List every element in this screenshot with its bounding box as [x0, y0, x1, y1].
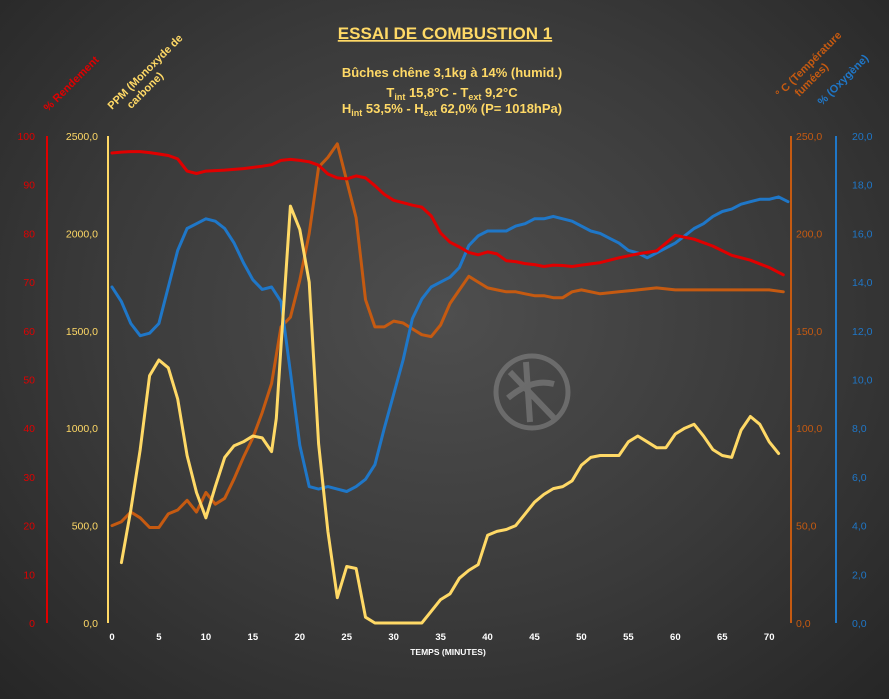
rendement-tick-label: 30 — [23, 472, 35, 484]
rendement-tick-label: 50 — [23, 375, 35, 387]
co-tick-label: 2000,0 — [66, 228, 98, 240]
o2-tick-label: 12,0 — [852, 326, 873, 338]
co-series-line — [119, 204, 781, 625]
axes-layer: 01020304050607080901000,0500,01000,01500… — [17, 131, 872, 643]
temp-tick-label: 100,0 — [796, 423, 822, 435]
x-tick-label: 60 — [670, 632, 681, 643]
x-tick-label: 65 — [717, 632, 728, 643]
x-tick-label: 20 — [294, 632, 305, 643]
x-tick-label: 70 — [764, 632, 775, 643]
o2-tick-label: 2,0 — [852, 569, 867, 581]
o2-tick-label: 6,0 — [852, 472, 867, 484]
x-tick-label: 5 — [156, 632, 162, 643]
temp-tick-label: 50,0 — [796, 521, 817, 533]
watermark-logo — [493, 353, 571, 431]
co-axis-title: PPM (Monoxyde decarbone) — [106, 32, 195, 121]
co-tick-label: 500,0 — [72, 521, 98, 533]
co-tick-label: 2500,0 — [66, 131, 98, 143]
chart-subtitle: Bûches chêne 3,1kg à 14% (humid.) — [342, 65, 562, 80]
o2-tick-label: 8,0 — [852, 423, 867, 435]
rendement-tick-label: 90 — [23, 180, 35, 192]
series-layer — [110, 142, 790, 625]
rendement-axis-title: % Rendement — [42, 54, 102, 114]
oxygen-axis-title: % (Oxygène) — [816, 52, 872, 108]
o2-tick-label: 4,0 — [852, 521, 867, 533]
x-tick-label: 10 — [201, 632, 212, 643]
x-tick-label: 45 — [529, 632, 540, 643]
o2-tick-label: 10,0 — [852, 375, 873, 387]
rendement-tick-label: 0 — [29, 618, 35, 630]
chart-humidity-line: Hint 53,5% - Hext 62,0% (P= 1018hPa) — [342, 101, 562, 118]
temp-tick-label: 0,0 — [796, 618, 811, 630]
o2-tick-label: 16,0 — [852, 228, 873, 240]
rendement-tick-label: 70 — [23, 277, 35, 289]
co-tick-label: 0,0 — [83, 618, 98, 630]
o2-tick-label: 18,0 — [852, 180, 873, 192]
temp-series-line — [110, 142, 785, 529]
x-tick-label: 30 — [388, 632, 399, 643]
x-tick-label: 55 — [623, 632, 634, 643]
rendement-series-line — [110, 150, 785, 277]
rendement-tick-label: 20 — [23, 521, 35, 533]
x-tick-label: 50 — [576, 632, 587, 643]
x-tick-label: 15 — [248, 632, 259, 643]
rendement-tick-label: 10 — [23, 569, 35, 581]
temperature-axis-title: ° C (Températurefumées) — [774, 29, 854, 109]
o2-series-line — [110, 195, 790, 493]
o2-tick-label: 0,0 — [852, 618, 867, 630]
rendement-tick-label: 40 — [23, 423, 35, 435]
co-tick-label: 1500,0 — [66, 326, 98, 338]
rendement-tick-label: 80 — [23, 228, 35, 240]
chart-temperature-line: Tint 15,8°C - Text 9,2°C — [386, 85, 518, 102]
o2-tick-label: 14,0 — [852, 277, 873, 289]
x-tick-label: 40 — [482, 632, 493, 643]
o2-tick-label: 20,0 — [852, 131, 873, 143]
chart-title: ESSAI DE COMBUSTION 1 — [338, 24, 552, 43]
x-tick-label: 0 — [109, 632, 114, 643]
rendement-tick-label: 100 — [17, 131, 35, 143]
temp-tick-label: 250,0 — [796, 131, 822, 143]
temp-tick-label: 200,0 — [796, 228, 822, 240]
rendement-tick-label: 60 — [23, 326, 35, 338]
x-axis-title: TEMPS (MINUTES) — [410, 647, 486, 657]
x-tick-label: 25 — [341, 632, 352, 643]
x-tick-label: 35 — [435, 632, 446, 643]
co-tick-label: 1000,0 — [66, 423, 98, 435]
temp-tick-label: 150,0 — [796, 326, 822, 338]
